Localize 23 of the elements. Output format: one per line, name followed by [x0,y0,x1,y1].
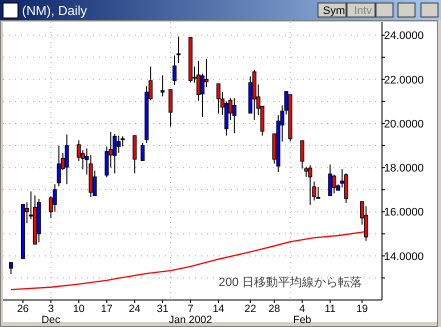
x-tick-label: 22 [244,303,256,315]
annotation: 200 日移動平均線から転落 [218,275,362,289]
x-tick-label: 14 [212,303,224,315]
y-tick-label: 24.0000 [384,30,424,42]
x-tick-label: 31 [156,303,169,315]
x-tick-label: 19 [356,303,368,315]
x-tick-label: 28 [268,303,280,315]
y-tick-label: 14.0000 [384,250,424,263]
title: (NM), Daily [22,3,87,18]
text: Sym [323,5,345,17]
x-tick-label: 11 [324,303,336,315]
y-tick-label: 20.0000 [384,118,424,130]
x-tick-label: 7 Jan 2002 [168,303,212,326]
y-tick-label: 22.0000 [384,74,424,86]
x-tick-label: 24 [128,303,141,315]
text: Intv [354,5,372,17]
x-tick-label: 10 [72,303,85,315]
y-tick-label: 18.0000 [384,162,424,175]
x-tick-label: 4 Feb [293,303,312,326]
x-tick-label: 3 Dec [42,303,60,326]
x-tick-label: 26 [17,303,29,315]
x-tick-label: 17 [100,303,113,315]
y-tick-label: 16.0000 [384,206,424,219]
